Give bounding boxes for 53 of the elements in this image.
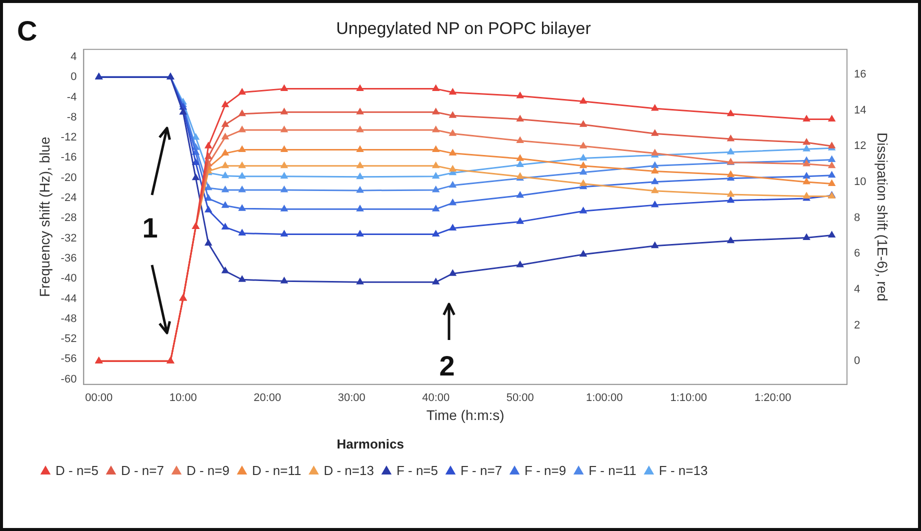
- legend-label: D - n=7: [120, 463, 164, 478]
- x-tick-label: 10:00: [169, 392, 197, 404]
- y-tick-label: -56: [60, 353, 77, 366]
- legend-label: F - n=13: [658, 463, 708, 478]
- y-tick-label: -20: [60, 172, 77, 184]
- legend-label: D - n=11: [252, 463, 302, 478]
- annotation: 1: [142, 212, 158, 244]
- x-tick-label: 30:00: [338, 392, 366, 404]
- y2-tick-label: 16: [854, 68, 866, 81]
- legend-title: Harmonics: [336, 436, 404, 452]
- y2-tick-label: 4: [854, 283, 860, 296]
- y-tick-label: -60: [60, 373, 77, 386]
- y2-tick-label: 6: [854, 248, 860, 260]
- y-tick-label: -32: [60, 232, 77, 244]
- y-tick-label: -16: [60, 152, 77, 164]
- x-tick-label: 1:00:00: [586, 392, 623, 404]
- text: C: [17, 16, 38, 47]
- x-tick-label: 40:00: [422, 392, 450, 404]
- y2-tick-label: 10: [854, 176, 866, 188]
- legend-label: D - n=9: [186, 463, 230, 478]
- x-tick-label: 50:00: [506, 392, 534, 404]
- x-tick-label: 00:00: [85, 392, 113, 404]
- y2-tick-label: 0: [854, 355, 860, 368]
- y2-tick-label: 12: [854, 140, 866, 152]
- y-axis-title: Frequency shift (Hz), blue: [36, 136, 52, 298]
- y-tick-label: 0: [70, 71, 77, 84]
- y2-tick-label: 14: [854, 104, 866, 116]
- y-tick-label: -24: [60, 192, 77, 204]
- y-tick-label: 4: [70, 50, 77, 63]
- y-tick-label: -28: [60, 212, 77, 224]
- y-tick-label: -4: [66, 91, 77, 104]
- y-tick-label: -48: [60, 312, 77, 325]
- legend-label: D - n=13: [324, 463, 374, 478]
- x-tick-label: 20:00: [254, 392, 282, 404]
- legend-label: F - n=9: [524, 463, 566, 478]
- x-axis-title: Time (h:m:s): [426, 406, 504, 423]
- chart-title: Unpegylated NP on POPC bilayer: [336, 18, 592, 38]
- legend-label: F - n=7: [460, 463, 502, 478]
- y-tick-label: -8: [66, 111, 77, 124]
- y-tick-label: -52: [60, 333, 77, 346]
- legend-label: F - n=11: [588, 463, 636, 478]
- legend-label: F - n=5: [396, 463, 438, 478]
- legend-label: D - n=5: [56, 463, 98, 478]
- x-tick-label: 1:10:00: [670, 392, 707, 404]
- y-tick-label: -12: [60, 132, 77, 144]
- y-tick-label: -36: [60, 252, 77, 264]
- x-tick-label: 1:20:00: [754, 392, 792, 404]
- y-tick-label: -40: [60, 272, 77, 285]
- y-tick-label: -44: [60, 292, 77, 305]
- y2-axis-title: Dissipation shift (1E-6), red: [874, 132, 891, 302]
- annotation: 2: [439, 350, 455, 382]
- y2-tick-label: 2: [854, 319, 860, 332]
- y2-tick-label: 8: [854, 212, 860, 224]
